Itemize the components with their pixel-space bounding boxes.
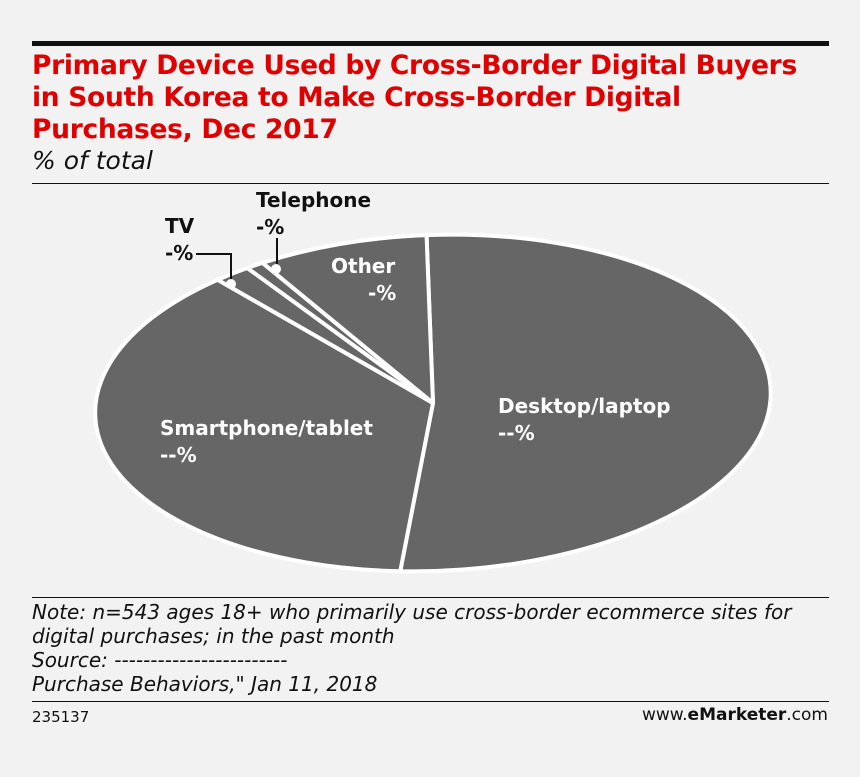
value-other: -% — [368, 281, 396, 305]
pie-labels: Desktop/laptop --% Smartphone/tablet --% TV -… — [160, 188, 671, 467]
footer-divider — [32, 701, 829, 702]
label-other: Other — [331, 254, 395, 278]
brand-prefix: www. — [641, 705, 688, 725]
value-tv: -% — [165, 241, 193, 265]
chart-subtitle: % of total — [32, 146, 153, 175]
leader-line-tv — [196, 253, 232, 284]
slice-smartphone-tablet — [93, 277, 435, 574]
note-line: digital purchases; in the past month — [32, 624, 395, 648]
leader-dot-telephone — [271, 264, 281, 274]
brand-link[interactable]: www.eMarketer.com — [642, 705, 828, 725]
leader-lines — [196, 238, 281, 289]
source-line: Purchase Behaviors," Jan 11, 2018 — [32, 672, 378, 696]
slice-other — [260, 233, 435, 405]
value-desktop-laptop: --% — [498, 421, 535, 445]
brand-name: eMarketer — [687, 705, 787, 725]
leader-dot-tv — [226, 279, 236, 289]
label-tv: TV — [165, 214, 195, 238]
label-desktop-laptop: Desktop/laptop — [498, 394, 671, 418]
chart-notes: Note: n=543 ages 18+ who primarily use c… — [32, 600, 832, 696]
brand-suffix: .com — [786, 705, 828, 725]
value-telephone: -% — [256, 215, 284, 239]
pie-chart: Desktop/laptop --% Smartphone/tablet --% TV -… — [93, 188, 773, 574]
value-smartphone-tablet: --% — [160, 443, 197, 467]
note-line: Note: n=543 ages 18+ who primarily use c… — [32, 600, 792, 624]
title-divider — [32, 183, 829, 184]
notes-divider — [32, 597, 829, 598]
top-rule — [32, 41, 829, 46]
pie-slices — [93, 232, 773, 574]
slice-desktop-laptop — [398, 232, 773, 574]
chart-id: 235137 — [32, 708, 90, 726]
label-telephone: Telephone — [256, 188, 371, 212]
label-smartphone-tablet: Smartphone/tablet — [160, 416, 373, 440]
source-line: Source: ------------------------ — [32, 648, 288, 672]
chart-title: Primary Device Used by Cross-Border Digi… — [32, 50, 797, 145]
